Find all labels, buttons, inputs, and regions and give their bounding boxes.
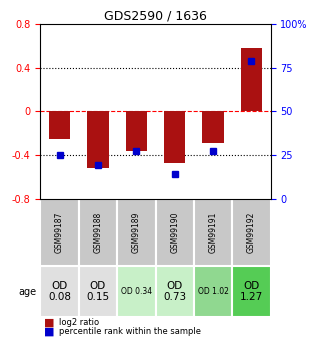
- Text: ■: ■: [44, 327, 54, 337]
- Text: OD
0.15: OD 0.15: [86, 281, 109, 303]
- FancyBboxPatch shape: [79, 266, 117, 317]
- FancyBboxPatch shape: [40, 198, 79, 266]
- FancyBboxPatch shape: [194, 198, 232, 266]
- Text: OD 1.02: OD 1.02: [197, 287, 229, 296]
- Bar: [164, 111, 185, 162]
- FancyBboxPatch shape: [79, 198, 117, 266]
- FancyBboxPatch shape: [40, 266, 79, 317]
- Text: GSM99191: GSM99191: [209, 211, 217, 253]
- Text: OD
1.27: OD 1.27: [240, 281, 263, 303]
- FancyBboxPatch shape: [232, 198, 271, 266]
- Bar: [202, 111, 224, 143]
- Text: percentile rank within the sample: percentile rank within the sample: [59, 327, 201, 336]
- FancyBboxPatch shape: [156, 198, 194, 266]
- Bar: [87, 111, 109, 168]
- Text: OD
0.73: OD 0.73: [163, 281, 186, 303]
- Text: GSM99188: GSM99188: [94, 211, 102, 253]
- Bar: [241, 48, 262, 111]
- FancyBboxPatch shape: [156, 266, 194, 317]
- Text: log2 ratio: log2 ratio: [59, 318, 99, 327]
- FancyBboxPatch shape: [232, 266, 271, 317]
- Text: age: age: [18, 287, 37, 297]
- Title: GDS2590 / 1636: GDS2590 / 1636: [104, 10, 207, 23]
- Text: OD 0.34: OD 0.34: [121, 287, 152, 296]
- FancyBboxPatch shape: [117, 198, 156, 266]
- Text: GSM99189: GSM99189: [132, 211, 141, 253]
- Bar: [126, 111, 147, 150]
- Text: ■: ■: [44, 318, 54, 327]
- Text: GSM99190: GSM99190: [170, 211, 179, 253]
- FancyBboxPatch shape: [194, 266, 232, 317]
- Text: GSM99187: GSM99187: [55, 211, 64, 253]
- FancyBboxPatch shape: [117, 266, 156, 317]
- Bar: [49, 111, 70, 139]
- Text: GSM99192: GSM99192: [247, 211, 256, 253]
- Text: OD
0.08: OD 0.08: [48, 281, 71, 303]
